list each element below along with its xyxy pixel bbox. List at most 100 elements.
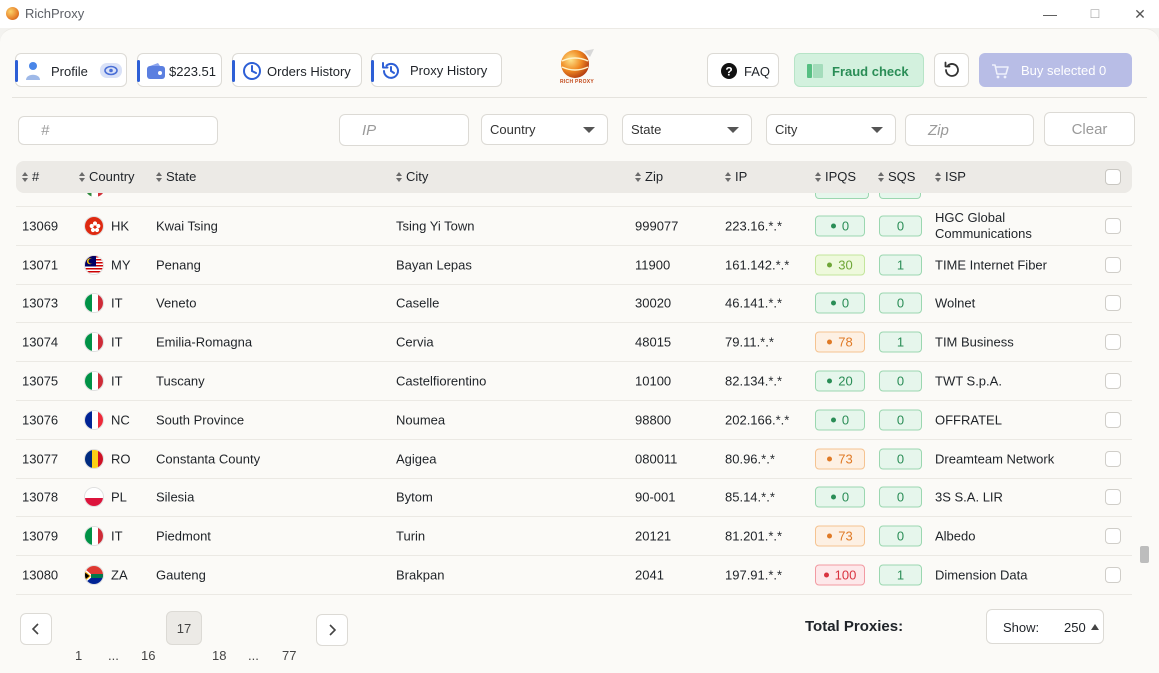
- city-cell: Caselle: [396, 295, 440, 311]
- row-checkbox[interactable]: [1105, 334, 1121, 351]
- balance-button[interactable]: $223.51: [137, 53, 222, 87]
- zip-cell: 30020: [635, 295, 672, 311]
- zip-cell: 98800: [635, 412, 672, 428]
- status-dot-icon: [827, 378, 833, 384]
- main-panel: Profile $223.51 Orders History Prox: [0, 28, 1159, 673]
- sqs-badge: [879, 193, 921, 199]
- city-select[interactable]: City: [766, 114, 896, 145]
- status-dot-icon: [830, 300, 836, 306]
- ip-cell: 197.91.*.*: [725, 567, 783, 583]
- table-row[interactable]: 13075 IT Tuscany Castelfiorentino 10100 82.13…: [16, 362, 1132, 401]
- number-filter-placeholder: #: [41, 122, 50, 139]
- next-page-button[interactable]: [316, 614, 348, 646]
- row-checkbox[interactable]: [1105, 373, 1121, 390]
- maximize-button[interactable]: ☐: [1089, 7, 1101, 21]
- clear-button[interactable]: Clear: [1044, 112, 1135, 146]
- sqs-badge: 0: [879, 448, 922, 470]
- sort-icon: [725, 171, 731, 182]
- col-zip[interactable]: Zip: [635, 169, 663, 184]
- col-ip[interactable]: IP: [725, 169, 747, 184]
- sqs-badge: 1: [879, 564, 922, 586]
- col-city[interactable]: City: [396, 169, 428, 184]
- flag-icon: [84, 487, 104, 508]
- prev-page-button[interactable]: [20, 613, 52, 645]
- row-checkbox[interactable]: [1105, 450, 1121, 467]
- row-id: 13079: [22, 528, 59, 544]
- ipqs-value: 73: [838, 528, 853, 544]
- sort-icon: [935, 171, 941, 182]
- table-row[interactable]: 13071 MY Penang Bayan Lepas 11900 161.142.*.*…: [16, 246, 1132, 285]
- ipqs-value: 100: [834, 567, 857, 583]
- zip-filter-input[interactable]: Zip: [905, 114, 1034, 146]
- close-button[interactable]: ✕: [1134, 5, 1146, 22]
- table-row[interactable]: 13077 RO Constanta County Agigea 080011 80.96…: [16, 440, 1132, 479]
- row-checkbox[interactable]: [1105, 217, 1121, 234]
- orders-history-button[interactable]: Orders History: [232, 53, 362, 87]
- chevron-down-icon: [727, 127, 739, 133]
- row-checkbox[interactable]: [1105, 567, 1121, 584]
- minimize-button[interactable]: —: [1043, 6, 1057, 22]
- refresh-button[interactable]: [934, 53, 969, 87]
- eye-icon[interactable]: [100, 63, 122, 78]
- faq-button[interactable]: ? FAQ: [707, 53, 779, 87]
- page-current[interactable]: 17: [166, 611, 202, 645]
- row-checkbox[interactable]: [1105, 411, 1121, 428]
- col-isp[interactable]: ISP: [935, 169, 966, 184]
- sort-icon: [22, 171, 28, 182]
- sort-icon: [396, 171, 402, 182]
- ipqs-badge: 100: [815, 564, 865, 586]
- country-code: IT: [111, 295, 123, 311]
- table-header: # Country State City Zip IP IPQS SQS ISP: [16, 161, 1132, 193]
- row-checkbox[interactable]: [1105, 489, 1121, 506]
- table-row[interactable]: 13076 NC South Province Noumea 98800 202.166.…: [16, 401, 1132, 440]
- table-row[interactable]: 13073 IT Veneto Caselle 30020 46.141.*.* 0 0 Wol…: [16, 285, 1132, 324]
- ipqs-value: 0: [841, 295, 850, 311]
- table-row[interactable]: 13074 IT Emilia-Romagna Cervia 48015 79.11.*.…: [16, 323, 1132, 363]
- proxy-history-button[interactable]: Proxy History: [371, 53, 502, 87]
- page-1[interactable]: 1: [75, 648, 83, 663]
- row-checkbox[interactable]: [1105, 256, 1121, 273]
- page-77[interactable]: 77: [282, 648, 297, 663]
- chevron-left-icon: [31, 623, 39, 635]
- row-checkbox[interactable]: [1105, 295, 1121, 312]
- city-cell: Tsing Yi Town: [396, 218, 475, 234]
- row-checkbox[interactable]: [1105, 528, 1121, 545]
- state-select[interactable]: State: [622, 114, 752, 145]
- ipqs-value: 78: [838, 334, 853, 350]
- table-row[interactable]: 13080 ZA Gauteng Brakpan 2041 197.91.*.* 100 1 D…: [16, 556, 1132, 595]
- page-16[interactable]: 16: [141, 648, 156, 663]
- number-filter-input[interactable]: #: [18, 116, 218, 145]
- col-num[interactable]: #: [22, 169, 39, 184]
- col-isp-label: ISP: [945, 169, 966, 184]
- ip-filter-placeholder: IP: [362, 122, 377, 139]
- col-ipqs[interactable]: IPQS: [815, 169, 856, 184]
- state-cell: Veneto: [156, 295, 197, 311]
- window-title: RichProxy: [25, 6, 85, 21]
- show-label: Show:: [1003, 620, 1040, 635]
- scrollbar-thumb[interactable]: [1140, 546, 1149, 563]
- page-size-select[interactable]: Show: 250: [986, 609, 1104, 644]
- ipqs-badge: 0: [815, 215, 865, 237]
- col-country[interactable]: Country: [79, 169, 135, 184]
- ip-filter-input[interactable]: IP: [339, 114, 469, 146]
- fraud-check-button[interactable]: Fraud check: [794, 53, 924, 87]
- col-sqs[interactable]: SQS: [878, 169, 915, 184]
- table-row[interactable]: 13078 PL Silesia Bytom 90-001 85.14.*.* 0 0 3S S…: [16, 479, 1132, 518]
- chevron-down-icon: [871, 127, 883, 133]
- ipqs-badge: 0: [815, 409, 865, 431]
- select-all-checkbox[interactable]: [1105, 169, 1121, 185]
- show-value: 250: [1064, 620, 1086, 635]
- country-code: PL: [111, 489, 127, 505]
- sort-icon: [79, 171, 85, 182]
- row-id: 13078: [22, 489, 59, 505]
- table-row[interactable]: 13079 IT Piedmont Turin 20121 81.201.*.* 73 0 Al…: [16, 517, 1132, 557]
- page-18[interactable]: 18: [212, 648, 227, 663]
- profile-button[interactable]: Profile: [15, 53, 127, 87]
- chevron-down-icon: [583, 127, 595, 133]
- col-state[interactable]: State: [156, 169, 196, 184]
- table-row[interactable]: 13069 HK Kwai Tsing Tsing Yi Town 999077 223.…: [16, 207, 1132, 246]
- state-select-label: State: [631, 122, 662, 137]
- col-city-label: City: [406, 169, 429, 184]
- buy-selected-button[interactable]: Buy selected 0: [979, 53, 1132, 87]
- country-select[interactable]: Country: [481, 114, 608, 145]
